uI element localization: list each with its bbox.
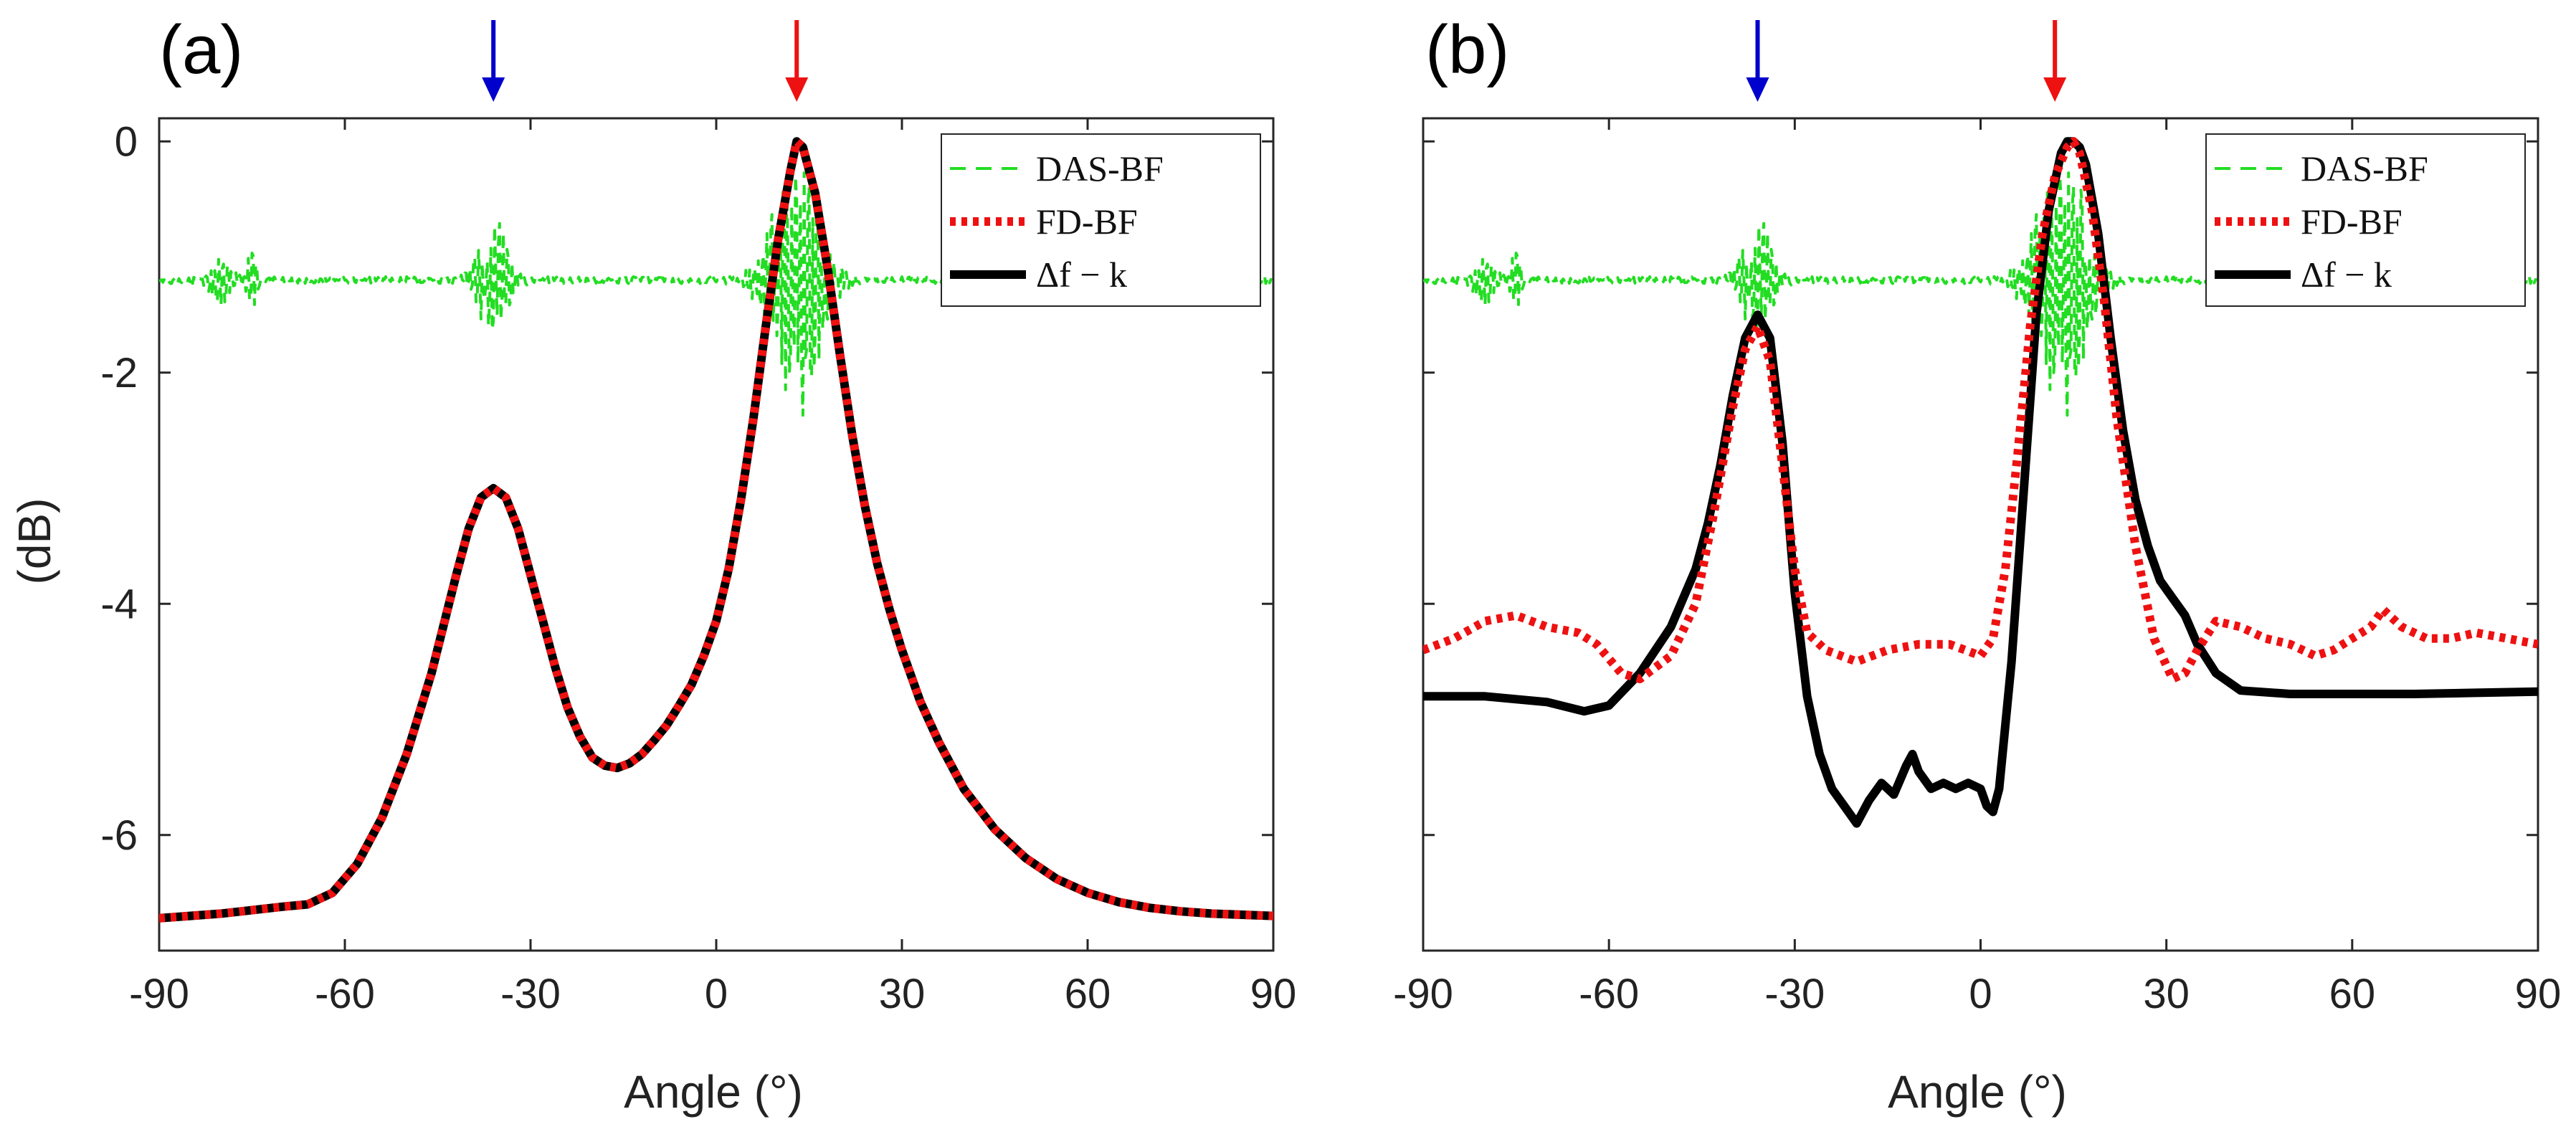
x-tick-label: 0	[705, 971, 728, 1017]
arrow-down-icon	[482, 77, 505, 102]
legend-label: DAS-BF	[2301, 148, 2428, 189]
y-tick-label: -6	[100, 812, 138, 859]
x-tick-label: -30	[500, 971, 561, 1017]
x-tick-label: -90	[129, 971, 189, 1017]
arrow-down-icon	[785, 77, 809, 102]
legend-label: FD-BF	[2301, 201, 2402, 242]
x-tick-label: 30	[879, 971, 926, 1017]
y-tick-label: -2	[100, 350, 138, 396]
y-axis-label: (dB)	[9, 498, 60, 585]
series-fd-bf-line	[159, 137, 1273, 923]
x-tick-label: 60	[2329, 971, 2376, 1017]
legend: DAS-BF FD-BF Δf − k	[2205, 133, 2526, 307]
x-tick-label: 90	[1250, 971, 1297, 1017]
panel-b: (b) Angle (°) -90 -60 -30 0 30 60 90 DAS-BF FD-B…	[1393, 11, 2561, 1118]
y-tick-label: 0	[115, 118, 138, 165]
x-tick-label: 60	[1065, 971, 1111, 1017]
x-tick-label: 0	[1969, 971, 1992, 1017]
legend-label: Δf − k	[1036, 254, 1127, 295]
x-tick-label: -30	[1764, 971, 1825, 1017]
x-tick-label: -60	[1579, 971, 1639, 1017]
legend-label: Δf − k	[2301, 254, 2392, 295]
x-tick-label: -60	[315, 971, 375, 1017]
x-axis-label: Angle (°)	[624, 1066, 803, 1118]
legend: DAS-BF FD-BF Δf − k	[941, 133, 1261, 307]
y-tick-label: -4	[100, 581, 138, 627]
x-tick-label: -90	[1393, 971, 1453, 1017]
panel-label: (b)	[1425, 11, 1509, 88]
legend-label: DAS-BF	[1036, 148, 1164, 189]
legend-label: FD-BF	[1036, 201, 1138, 242]
arrow-down-icon	[2043, 77, 2067, 102]
x-axis-label: Angle (°)	[1888, 1066, 2067, 1118]
panel-label: (a)	[159, 11, 243, 88]
series-fd-bf-line	[1423, 137, 2538, 684]
x-tick-label: 30	[2143, 971, 2190, 1017]
panel-a: (a) Angle (°) (dB) -90 -60 -30 0 30 60 90 0 -2 -4…	[9, 11, 1296, 1118]
x-tick-label: 90	[2515, 971, 2562, 1017]
arrow-down-icon	[1746, 77, 1769, 102]
